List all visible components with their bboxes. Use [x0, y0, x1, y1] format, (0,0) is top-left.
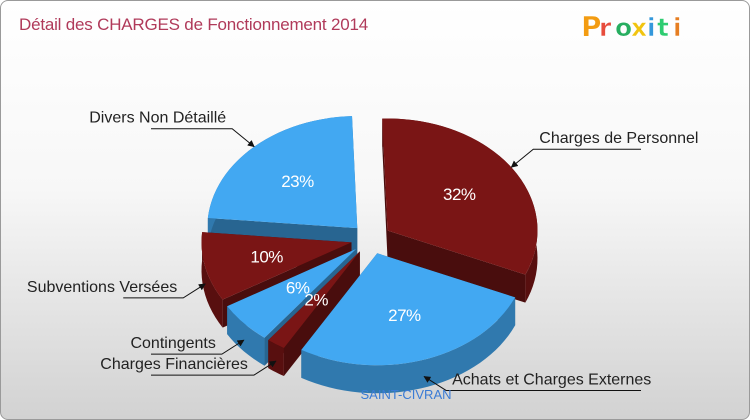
- logo-letter: r: [599, 13, 612, 42]
- slice-percent-label: 23%: [281, 172, 314, 191]
- callout-leader-line: [510, 148, 641, 168]
- slice-rim: [227, 306, 265, 366]
- logo-letter: o: [615, 13, 632, 42]
- callout-leader-line: [423, 376, 641, 391]
- pie-percent-labels: 32% 27% 2%6%10% 23%: [250, 172, 476, 325]
- pie-callouts: Charges de Personnel Achats et Charges Ex…: [27, 110, 698, 391]
- pie-slice-divers-non-d-taill-: [207, 116, 358, 229]
- pie-slice-charges-financi-res: [268, 251, 360, 349]
- slice-wall: [387, 230, 526, 303]
- slice-percent-label: 27%: [388, 306, 421, 325]
- pie-slice-charges-de-personnel: [382, 118, 538, 275]
- pie-tops: [201, 116, 538, 366]
- slice-rim: [301, 297, 516, 394]
- slice-percent-label: 6%: [286, 279, 310, 298]
- logo-letter: i: [673, 13, 682, 42]
- pie-slice-contingents: [227, 248, 357, 338]
- logo-letter: x: [631, 13, 647, 42]
- logo-letter: P: [581, 10, 602, 43]
- slice-percent-label: 32%: [443, 185, 476, 204]
- slice-percent-label: 10%: [250, 248, 283, 267]
- slice-wall: [382, 118, 388, 259]
- pie-slice-achats-et-charges-externes: [301, 253, 516, 366]
- callout-label: Charges de Personnel: [539, 130, 698, 147]
- slice-rim: [201, 232, 223, 328]
- logo-letter: i: [647, 13, 656, 42]
- callout-label: Charges Financières: [100, 356, 248, 373]
- callout-label: Achats et Charges Externes: [452, 371, 651, 388]
- callout-leader-line: [151, 360, 277, 376]
- callout-label: Contingents: [130, 335, 215, 352]
- proxiti-logo: Pr ox i t i: [581, 10, 682, 44]
- slice-wall: [268, 251, 360, 369]
- callout-label: Divers Non Détaillé: [89, 110, 226, 127]
- slice-percent-label: 2%: [304, 291, 328, 310]
- chart-subtitle: SAINT-CIVRAN: [360, 387, 451, 402]
- chart-title: Détail des CHARGES de Fonctionnement 201…: [19, 15, 368, 34]
- callout-leader-line: [151, 128, 255, 148]
- callout-leader-line: [123, 283, 206, 299]
- pie-slice-subventions-vers-es: [201, 232, 352, 300]
- logo-letter: t: [657, 13, 669, 42]
- callout-leader-line: [151, 339, 245, 355]
- callout-label: Subventions Versées: [27, 279, 177, 296]
